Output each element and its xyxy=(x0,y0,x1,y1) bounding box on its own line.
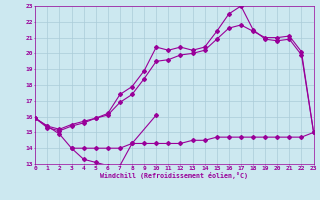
X-axis label: Windchill (Refroidissement éolien,°C): Windchill (Refroidissement éolien,°C) xyxy=(100,172,248,179)
